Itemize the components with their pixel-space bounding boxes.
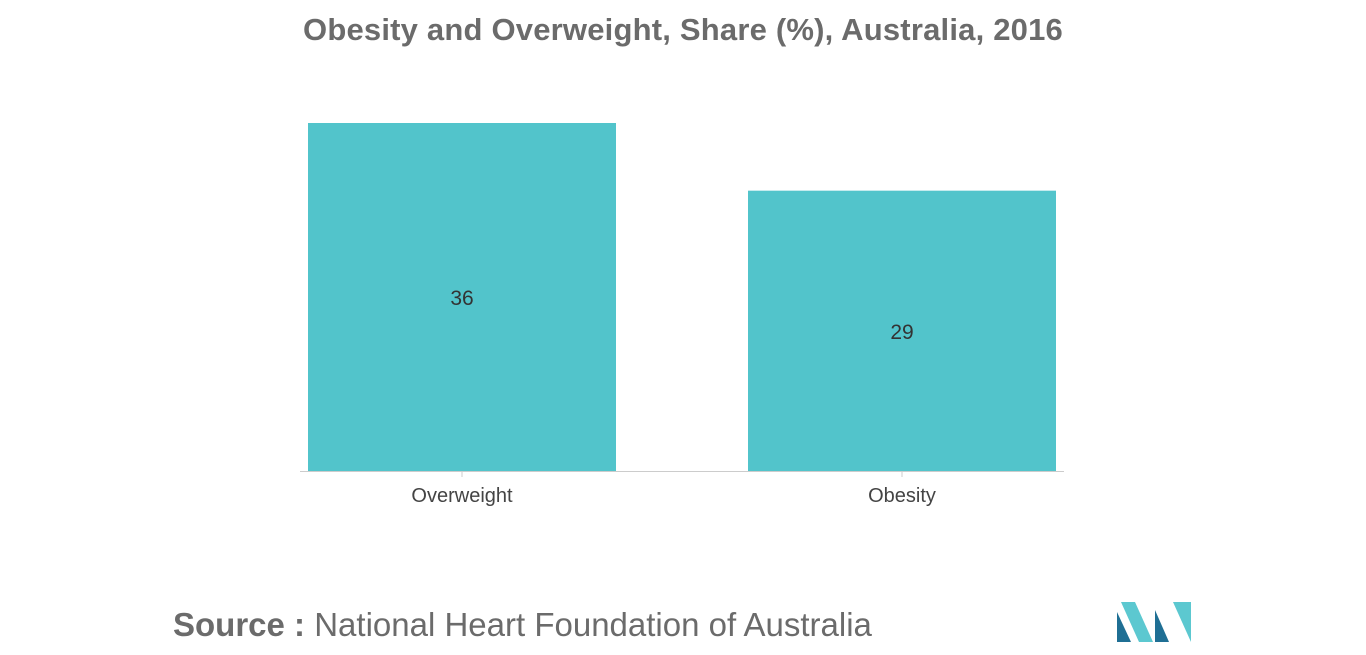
mordor-intelligence-logo-icon [1117, 602, 1191, 642]
logo-shape-left [1117, 612, 1131, 642]
value-label-obesity: 29 [890, 321, 913, 344]
logo-shape-mid [1121, 602, 1153, 642]
logo-shape-right [1155, 610, 1169, 642]
source-text: National Heart Foundation of Australia [314, 606, 872, 643]
bar-overweight [308, 123, 616, 471]
chart-title: Obesity and Overweight, Share (%), Austr… [303, 12, 1063, 47]
value-label-overweight: 36 [450, 287, 473, 310]
logo-shape-end [1173, 602, 1191, 642]
ticks-layer: Overweight Obesity [411, 471, 936, 507]
source-label: Source : [173, 606, 306, 643]
x-tick-label-obesity: Obesity [868, 485, 936, 507]
source-note: Source : National Heart Foundation of Au… [173, 606, 872, 644]
x-tick-label-overweight: Overweight [411, 485, 513, 507]
bar-obesity [748, 190, 1056, 471]
bars-layer: 36 29 [308, 123, 1056, 471]
